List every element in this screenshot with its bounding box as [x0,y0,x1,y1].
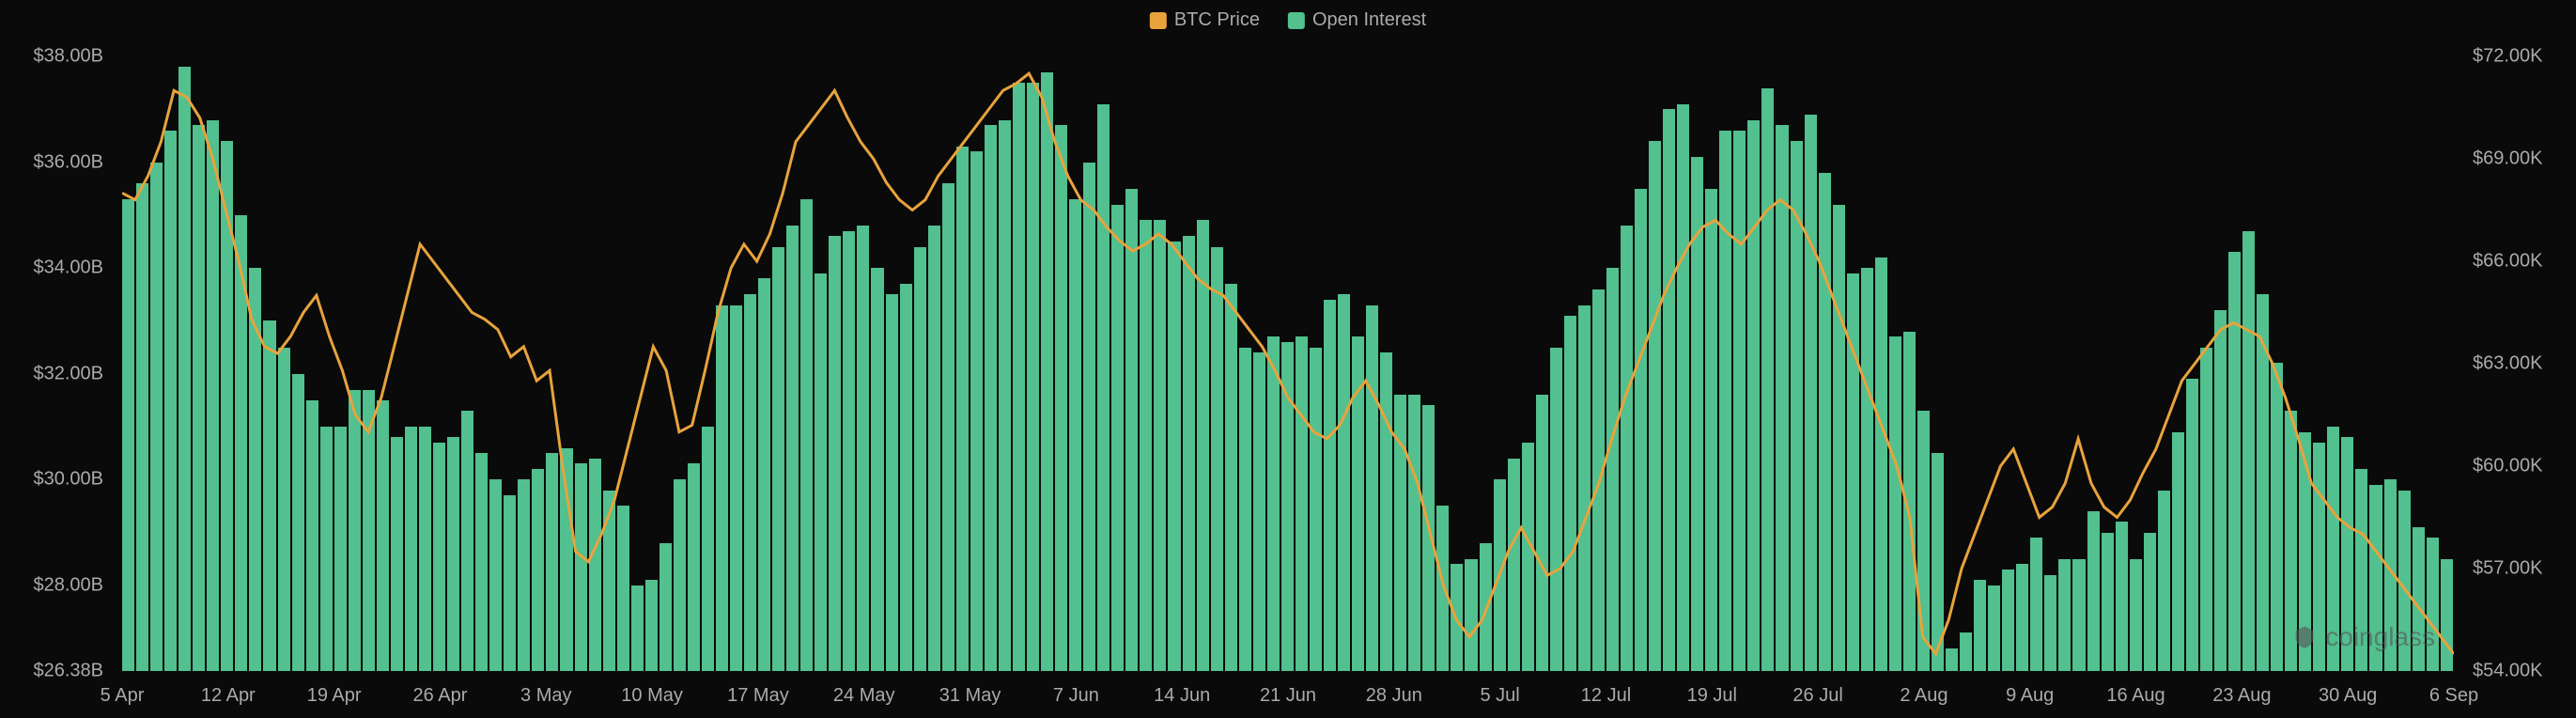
price-line [122,73,2454,654]
x-tick: 6 Sep [2429,685,2478,707]
x-tick: 9 Aug [2006,685,2054,707]
x-tick: 23 Aug [2212,685,2271,707]
x-tick: 28 Jun [1366,685,1422,707]
y-left-tick: $30.00B [33,469,103,491]
x-tick: 31 May [939,685,1001,707]
legend-label-oi: Open Interest [1312,9,1426,31]
x-tick: 14 Jun [1154,685,1210,707]
y-axis-right: $72.00K$69.00K$66.00K$63.00K$60.00K$57.0… [2463,56,2576,671]
legend-swatch-btc [1150,12,1167,29]
y-right-tick: $69.00K [2473,148,2543,170]
chart-legend: BTC Price Open Interest [1150,9,1426,31]
y-right-tick: $72.00K [2473,46,2543,68]
chart-container: BTC Price Open Interest $38.00B $36.00B $3… [0,0,2576,718]
x-tick: 10 May [621,685,683,707]
legend-item-open-interest[interactable]: Open Interest [1288,9,1426,31]
legend-label-btc: BTC Price [1174,9,1260,31]
x-tick: 16 Aug [2106,685,2165,707]
x-tick: 5 Apr [101,685,145,707]
y-left-tick: $38.00B [33,46,103,68]
y-left-tick: $32.00B [33,363,103,384]
x-tick: 12 Jul [1581,685,1631,707]
plot-area[interactable] [122,56,2454,671]
x-tick: 7 Jun [1053,685,1099,707]
legend-item-btc-price[interactable]: BTC Price [1150,9,1260,31]
x-tick: 2 Aug [1900,685,1948,707]
x-tick: 24 May [833,685,895,707]
x-tick: 19 Jul [1687,685,1737,707]
x-tick: 12 Apr [201,685,256,707]
y-left-tick: $26.38B [33,661,103,682]
watermark-text: coinglass [2325,622,2435,652]
x-tick: 17 May [727,685,789,707]
x-tick: 21 Jun [1260,685,1316,707]
x-tick: 26 Jul [1792,685,1842,707]
y-left-tick: $36.00B [33,151,103,173]
y-right-tick: $66.00K [2473,251,2543,273]
y-right-tick: $63.00K [2473,353,2543,375]
y-right-tick: $57.00K [2473,558,2543,580]
x-tick: 30 Aug [2319,685,2377,707]
shield-icon [2291,624,2318,650]
line-series [122,56,2454,671]
y-right-tick: $60.00K [2473,456,2543,477]
y-right-tick: $54.00K [2473,661,2543,682]
y-axis-left: $38.00B$36.00B$34.00B$32.00B$30.00B$28.0… [0,56,113,671]
watermark-coinglass: coinglass [2291,622,2435,652]
x-tick: 26 Apr [413,685,468,707]
legend-swatch-oi [1288,12,1305,29]
y-left-tick: $28.00B [33,574,103,596]
x-tick: 19 Apr [307,685,362,707]
y-left-tick: $34.00B [33,258,103,279]
x-tick: 3 May [520,685,571,707]
x-tick: 5 Jul [1481,685,1520,707]
x-axis: 5 Apr12 Apr19 Apr26 Apr3 May10 May17 May… [122,676,2454,718]
